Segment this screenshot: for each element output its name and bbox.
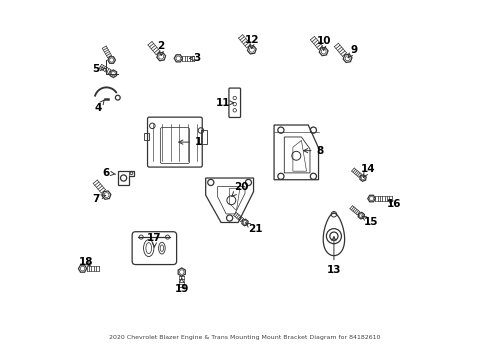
Text: 17: 17 [147, 233, 162, 247]
Text: 2020 Chevrolet Blazer Engine & Trans Mounting Mount Bracket Diagram for 84182610: 2020 Chevrolet Blazer Engine & Trans Mou… [109, 336, 381, 341]
Text: 11: 11 [216, 98, 234, 108]
Text: 8: 8 [304, 146, 324, 156]
Text: 7: 7 [93, 194, 106, 203]
Text: 21: 21 [245, 222, 263, 234]
Text: 4: 4 [94, 100, 104, 113]
Text: 12: 12 [245, 35, 259, 49]
Text: 15: 15 [362, 216, 379, 228]
Polygon shape [230, 188, 240, 211]
Text: 2: 2 [158, 41, 165, 55]
Text: 19: 19 [174, 278, 189, 294]
Polygon shape [218, 186, 245, 214]
Text: 10: 10 [317, 36, 331, 50]
Text: 14: 14 [361, 165, 375, 177]
Text: 9: 9 [348, 45, 358, 58]
Text: 5: 5 [93, 64, 105, 73]
Text: 3: 3 [190, 53, 201, 63]
Text: 20: 20 [232, 181, 249, 197]
Text: 13: 13 [327, 237, 341, 275]
Polygon shape [284, 137, 310, 173]
Text: 16: 16 [387, 199, 401, 209]
Text: 1: 1 [179, 137, 202, 147]
Text: 6: 6 [103, 168, 116, 178]
FancyBboxPatch shape [160, 127, 190, 163]
Polygon shape [293, 140, 307, 171]
Text: 18: 18 [79, 257, 93, 267]
